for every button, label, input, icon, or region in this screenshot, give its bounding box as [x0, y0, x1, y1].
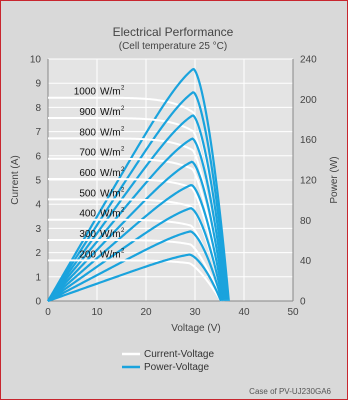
y-axis-left-label: Current (A): [10, 155, 21, 204]
irradiance-label: 400 W/m 2: [79, 208, 125, 220]
y-left-tick-label: 6: [35, 151, 41, 162]
y-right-tick-label: 160: [300, 135, 317, 146]
x-tick-label: 0: [45, 307, 51, 318]
y-left-tick-label: 1: [35, 272, 41, 283]
y-left-tick-label: 0: [35, 297, 41, 308]
irradiance-sup: 2: [121, 147, 125, 153]
irradiance-unit: W/m: [100, 249, 121, 260]
y-left-tick-label: 5: [35, 176, 41, 187]
irradiance-label: 200 W/m 2: [79, 248, 125, 260]
irradiance-value: 1000: [74, 87, 97, 98]
irradiance-label: 900 W/m 2: [79, 106, 125, 118]
irradiance-value: 600: [79, 168, 96, 179]
y-left-tick-label: 9: [35, 79, 41, 90]
iv-curve: [48, 239, 223, 302]
caption: Case of PV-UJ230GA6: [249, 387, 331, 396]
irradiance-label: 1000 W/m 2: [74, 86, 125, 98]
x-tick-label: 40: [238, 307, 250, 318]
x-tick-label: 20: [140, 307, 152, 318]
irradiance-sup: 2: [121, 248, 125, 254]
y-right-tick-label: 40: [300, 256, 312, 267]
irradiance-unit: W/m: [100, 107, 121, 118]
irradiance-sup: 2: [121, 187, 125, 193]
y-right-tick-label: 200: [300, 95, 317, 106]
pv-curve: [47, 91, 229, 302]
irradiance-value: 400: [79, 209, 96, 220]
x-tick-label: 30: [189, 307, 201, 318]
y-right-tick-label: 80: [300, 216, 312, 227]
iv-curve: [48, 117, 229, 302]
y-left-tick-label: 4: [35, 200, 41, 211]
irradiance-unit: W/m: [100, 229, 121, 240]
irradiance-sup: 2: [121, 167, 125, 173]
pv-curve: [47, 67, 230, 302]
irradiance-label: 700 W/m 2: [79, 147, 125, 159]
irradiance-unit: W/m: [100, 148, 121, 159]
irradiance-unit: W/m: [100, 168, 121, 179]
irradiance-label: 300 W/m 2: [79, 228, 125, 240]
y-axis-right-label: Power (W): [329, 156, 340, 203]
irradiance-unit: W/m: [100, 127, 121, 138]
x-tick-label: 10: [91, 307, 103, 318]
irradiance-sup: 2: [121, 86, 125, 92]
irradiance-value: 300: [79, 229, 96, 240]
irradiance-sup: 2: [121, 126, 125, 132]
pv-curve: [47, 160, 226, 302]
irradiance-sup: 2: [121, 106, 125, 112]
y-left-tick-label: 10: [30, 55, 42, 66]
y-right-tick-label: 0: [300, 297, 306, 308]
iv-curve: [48, 218, 224, 302]
pv-curve: [47, 230, 224, 302]
iv-curve: [48, 157, 227, 302]
irradiance-value: 900: [79, 107, 96, 118]
y-right-tick-label: 120: [300, 176, 317, 187]
irradiance-value: 500: [79, 188, 96, 199]
irradiance-label: 600 W/m 2: [79, 167, 125, 179]
y-right-tick-label: 240: [300, 55, 317, 66]
chart-title: Electrical Performance: [113, 25, 234, 39]
pv-curve: [47, 253, 222, 303]
pv-curve: [47, 183, 225, 302]
irradiance-unit: W/m: [100, 87, 121, 98]
irradiance-value: 700: [79, 148, 96, 159]
chart-subtitle: (Cell temperature 25 °C): [119, 41, 227, 52]
y-left-tick-label: 3: [35, 224, 41, 235]
y-left-tick-label: 2: [35, 248, 41, 259]
pv-curve: [47, 137, 227, 302]
irradiance-label: 500 W/m 2: [79, 187, 125, 199]
y-left-tick-label: 7: [35, 127, 41, 138]
x-tick-label: 50: [287, 307, 299, 318]
y-left-tick-label: 8: [35, 103, 41, 114]
irradiance-label: 800 W/m 2: [79, 126, 125, 138]
legend-label-current: Current-Voltage: [144, 349, 214, 360]
irradiance-value: 200: [79, 249, 96, 260]
iv-curve: [48, 259, 222, 302]
irradiance-sup: 2: [121, 228, 125, 234]
iv-curve: [48, 178, 226, 302]
x-axis-label: Voltage (V): [171, 323, 220, 334]
irradiance-sup: 2: [121, 208, 125, 214]
legend-label-power: Power-Voltage: [144, 362, 209, 373]
curves: [47, 67, 230, 303]
iv-curve: [48, 137, 228, 302]
irradiance-unit: W/m: [100, 188, 121, 199]
irradiance-value: 800: [79, 127, 96, 138]
irradiance-unit: W/m: [100, 209, 121, 220]
